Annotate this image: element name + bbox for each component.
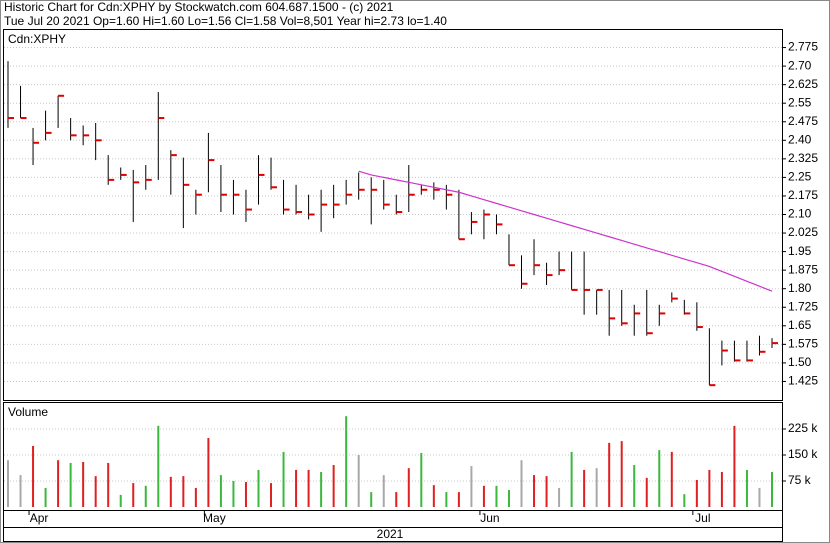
volume-bar	[570, 451, 573, 507]
volume-bar	[232, 481, 235, 507]
x-tick-label: Jul	[695, 511, 710, 525]
volume-bar	[695, 479, 698, 507]
y-tick-label: 1.80	[788, 281, 812, 295]
y-tick-label: 2.325	[788, 151, 818, 165]
volume-bar	[533, 475, 536, 507]
volume-bar	[708, 469, 711, 507]
volume-bar	[507, 490, 510, 507]
volume-bar	[19, 475, 22, 507]
y-tick-label: 1.65	[788, 318, 812, 332]
y-tick-label: 150 k	[788, 447, 818, 461]
volume-bar	[182, 476, 185, 507]
y-tick-label: 1.425	[788, 374, 818, 388]
volume-bar	[683, 494, 686, 507]
volume-bar	[558, 487, 561, 507]
volume-bar	[520, 460, 523, 507]
volume-bar	[207, 438, 210, 507]
volume-bar	[82, 461, 85, 507]
volume-bar	[583, 469, 586, 507]
volume-bar	[645, 477, 648, 507]
y-tick-label: 2.55	[788, 95, 812, 109]
y-tick-label: 2.625	[788, 77, 818, 91]
y-tick-label: 225 k	[788, 421, 818, 435]
volume-bar	[658, 450, 661, 507]
y-tick-label: 2.475	[788, 114, 818, 128]
volume-bar	[758, 487, 761, 507]
volume-bar	[470, 466, 473, 507]
volume-bar	[457, 492, 460, 507]
y-tick-label: 1.95	[788, 244, 812, 258]
volume-bar	[119, 494, 122, 507]
volume-bar	[432, 485, 435, 507]
y-tick-label: 2.25	[788, 170, 812, 184]
moving-average	[358, 170, 773, 292]
volume-bar	[219, 475, 222, 507]
volume-bar	[382, 475, 385, 507]
volume-bar	[620, 441, 623, 507]
y-tick-label: 75 k	[788, 473, 812, 487]
volume-bar	[608, 442, 611, 507]
volume-bar	[395, 492, 398, 507]
volume-bar	[94, 476, 97, 507]
volume-bar	[57, 460, 60, 507]
y-tick-label: 2.775	[788, 40, 818, 54]
volume-bar	[771, 471, 773, 507]
volume-bar	[332, 465, 335, 507]
volume-bar	[169, 476, 172, 507]
volume-bar	[345, 416, 348, 507]
volume-bar	[7, 460, 9, 507]
volume-bar	[670, 451, 673, 507]
volume-bar	[270, 483, 273, 507]
volume-bar	[495, 485, 498, 507]
volume-bar	[44, 487, 47, 507]
y-tick-label: 1.725	[788, 299, 818, 313]
volume-bar	[482, 485, 485, 507]
volume-bar	[144, 485, 147, 507]
volume-bar	[69, 462, 72, 507]
x-tick-label: May	[203, 511, 226, 525]
volume-bar	[445, 492, 448, 507]
volume-bar	[320, 471, 323, 507]
volume-bar	[357, 455, 360, 507]
volume-bar	[244, 482, 247, 507]
volume-bar	[194, 487, 197, 507]
volume-bar	[720, 471, 723, 507]
volume-bar	[132, 483, 135, 507]
year-axis	[3, 527, 783, 542]
volume-bar	[157, 425, 160, 507]
symbol-label: Cdn:XPHY	[8, 32, 66, 46]
x-tick-label: Apr	[30, 511, 49, 525]
volume-bar	[257, 469, 260, 507]
y-tick-label: 1.875	[788, 262, 818, 276]
y-tick-label: 1.575	[788, 337, 818, 351]
volume-bar	[733, 425, 736, 507]
volume-bar	[595, 468, 598, 507]
volume-bar	[745, 469, 748, 507]
volume-bar	[307, 469, 310, 507]
y-tick-label: 2.175	[788, 188, 818, 202]
volume-bar	[282, 451, 285, 507]
volume-bar	[633, 465, 636, 507]
volume-bar	[32, 445, 35, 507]
y-tick-label: 2.025	[788, 225, 818, 239]
y-tick-label: 2.10	[788, 207, 812, 221]
x-tick-label: Jun	[480, 511, 499, 525]
y-tick-label: 2.70	[788, 58, 812, 72]
volume-bar	[107, 462, 110, 507]
y-tick-label: 2.40	[788, 132, 812, 146]
volume-bar	[545, 476, 548, 507]
volume-bar	[370, 492, 373, 507]
chart-subtitle: Tue Jul 20 2021 Op=1.60 Hi=1.60 Lo=1.56 …	[4, 14, 447, 28]
volume-bar	[295, 469, 298, 507]
volume-label: Volume	[8, 405, 48, 419]
volume-bar	[420, 452, 423, 507]
chart-title: Historic Chart for Cdn:XPHY by Stockwatc…	[4, 0, 394, 14]
volume-bar	[407, 468, 410, 507]
y-tick-label: 1.50	[788, 355, 812, 369]
year-label: 2021	[377, 527, 404, 541]
